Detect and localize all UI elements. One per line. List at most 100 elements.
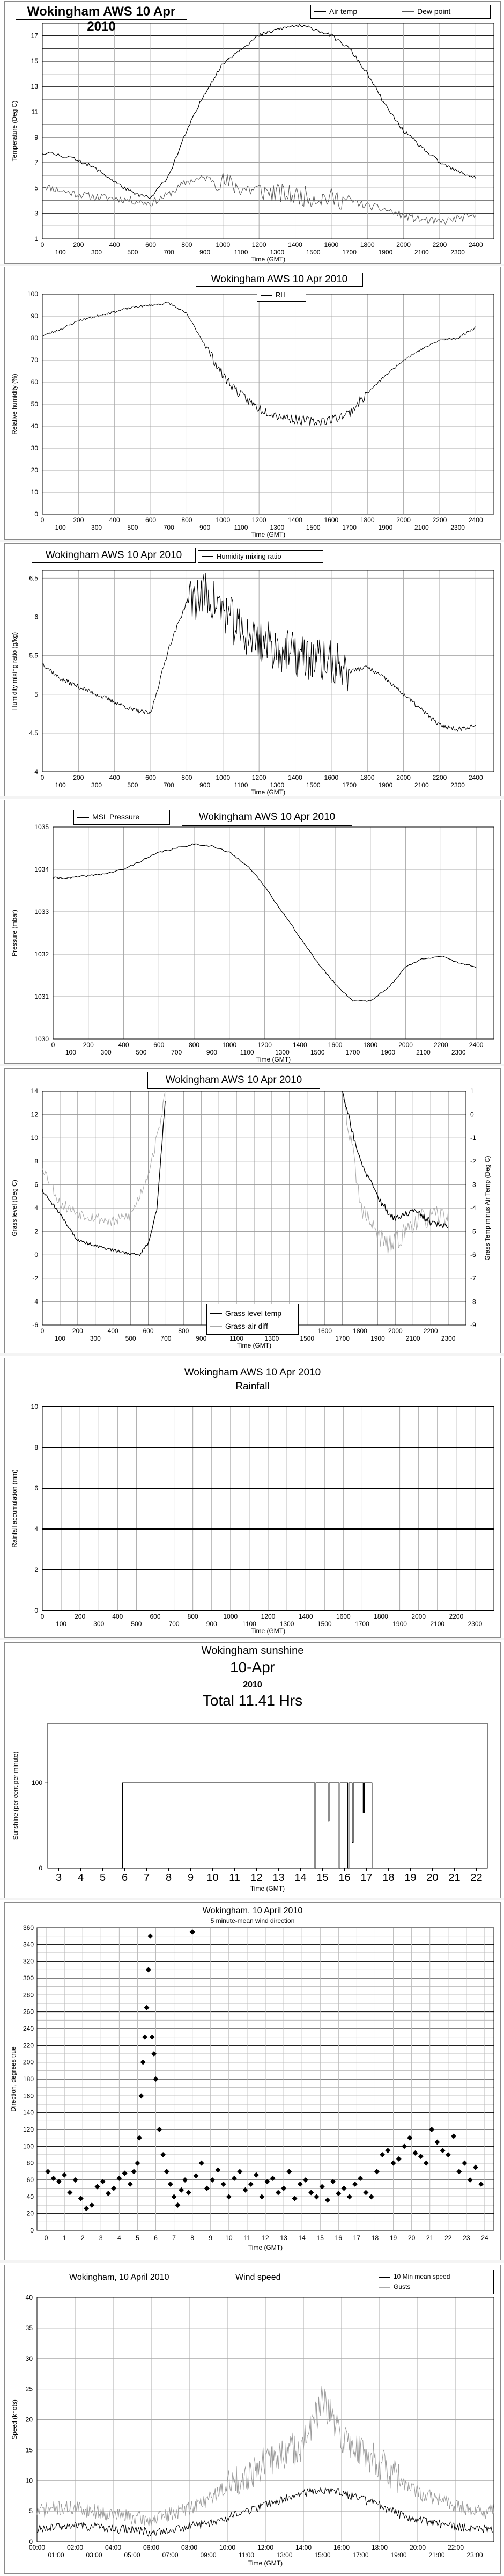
scatter-point bbox=[94, 2184, 100, 2190]
y-tick-label: 40 bbox=[31, 422, 39, 430]
y2-tick-label: -1 bbox=[470, 1134, 476, 1141]
x-tick-label: 1400 bbox=[288, 241, 302, 248]
x-tick-label: 1300 bbox=[265, 1335, 279, 1342]
sunshine-chart-title: Wokingham sunshine bbox=[201, 1645, 304, 1657]
x-tick-label: 1900 bbox=[379, 524, 393, 531]
y-tick-label: 80 bbox=[31, 334, 39, 342]
x-tick-label: 100 bbox=[55, 1335, 65, 1342]
scatter-point bbox=[456, 2169, 462, 2175]
x-tick-label: 900 bbox=[199, 524, 210, 531]
series-line-mean-speed bbox=[36, 2487, 493, 2537]
x-tick-label: 2200 bbox=[433, 516, 447, 524]
x-tick-label: 2100 bbox=[416, 1049, 431, 1056]
x-tick-label: 1400 bbox=[288, 516, 302, 524]
rh-legend: RH bbox=[257, 289, 306, 302]
wind-direction-chart-title: Wokingham, 10 April 2010 bbox=[202, 1906, 303, 1915]
scatter-point bbox=[264, 2179, 270, 2185]
scatter-point bbox=[151, 2051, 157, 2057]
x-tick-label: 900 bbox=[196, 1335, 206, 1342]
x-tick-label: 1100 bbox=[242, 1620, 256, 1628]
x-tick-label: 8 bbox=[166, 1872, 172, 1884]
scatter-point bbox=[232, 2175, 238, 2181]
y-tick-label: 30 bbox=[31, 444, 39, 452]
x-tick-label: 400 bbox=[109, 241, 120, 248]
x-tick-label: 19 bbox=[390, 2234, 397, 2242]
x-tick-label: 1700 bbox=[355, 1620, 369, 1628]
x-axis-label: Time (GMT) bbox=[248, 2559, 283, 2567]
scatter-point bbox=[402, 2143, 407, 2149]
x-tick-label: 900 bbox=[199, 248, 210, 256]
x-tick-label: 500 bbox=[131, 1620, 142, 1628]
x-tick-label: 5 bbox=[136, 2234, 139, 2242]
x-tick-label: 9 bbox=[188, 1872, 194, 1884]
x-tick-label: 2400 bbox=[469, 1041, 484, 1049]
scatter-point bbox=[226, 2194, 232, 2200]
x-tick-label: 300 bbox=[93, 1620, 104, 1628]
scatter-point bbox=[319, 2184, 325, 2190]
x-tick-label: 1900 bbox=[379, 781, 393, 789]
rh-chart-panel: 0 10 20 30 40 50 60 70 80 90 100 0 200 400 600 800 1000 1… bbox=[4, 267, 501, 540]
scatter-point bbox=[330, 2179, 336, 2185]
scatter-point bbox=[72, 2177, 78, 2183]
y-tick-label: 0 bbox=[34, 510, 38, 518]
x-tick-label: 20:00 bbox=[410, 2544, 426, 2551]
sunshine-chart-panel: 0 100 3 4 5 6 7 8 9 10 11 12 13 14 15 16 17 18 19 20 21 22 Tim… bbox=[4, 1642, 501, 1898]
x-tick-label: 1200 bbox=[252, 774, 266, 781]
scatter-point bbox=[78, 2196, 84, 2201]
y2-tick-label: -5 bbox=[470, 1228, 476, 1235]
panel-separator bbox=[0, 1064, 504, 1066]
scatter-point bbox=[352, 2181, 358, 2187]
x-tick-label: 14 bbox=[298, 2234, 306, 2242]
x-tick-label: 15 bbox=[316, 1872, 328, 1884]
y-tick-label: 8 bbox=[34, 1158, 38, 1165]
x-tick-label: 600 bbox=[145, 241, 156, 248]
x-tick-label: 900 bbox=[206, 1049, 217, 1056]
x-tick-label: 0 bbox=[41, 241, 45, 248]
scatter-point bbox=[179, 2187, 184, 2193]
scatter-point bbox=[210, 2177, 216, 2183]
scatter-point bbox=[204, 2185, 210, 2191]
legend-label-mean-speed: 10 Min mean speed bbox=[394, 2273, 450, 2280]
x-tick-label: 0 bbox=[41, 774, 45, 781]
scatter-point bbox=[67, 2190, 73, 2196]
y-tick-label: 17 bbox=[31, 32, 39, 40]
scatter-point bbox=[171, 2194, 177, 2200]
y-tick-label: -4 bbox=[32, 1298, 38, 1305]
x-tick-label: 400 bbox=[108, 1327, 118, 1335]
x-tick-label: 2200 bbox=[424, 1327, 438, 1335]
x-axis-label: Time (GMT) bbox=[251, 1627, 285, 1635]
x-tick-label: 300 bbox=[91, 781, 102, 789]
x-tick-label: 1200 bbox=[257, 1041, 272, 1049]
wind-speed-chart: 0 5 10 15 20 25 30 35 40 00:00 02:00 04:00 06:00 08:0… bbox=[11, 2294, 494, 2567]
y-tick-label: 15 bbox=[31, 57, 39, 65]
scatter-point bbox=[62, 2172, 68, 2178]
scatter-point bbox=[135, 2160, 140, 2166]
x-tick-label: 08:00 bbox=[181, 2544, 197, 2551]
sunshine-total-label: Total 11.41 Hrs bbox=[202, 1692, 303, 1709]
x-tick-label: 20 bbox=[426, 1872, 438, 1884]
series-line-dew-point bbox=[42, 173, 476, 225]
y-tick-label: 1031 bbox=[34, 993, 49, 1000]
x-tick-label: 18 bbox=[382, 1872, 394, 1884]
x-tick-label: 9 bbox=[209, 2234, 212, 2242]
scatter-point bbox=[308, 2190, 314, 2196]
x-tick-label: 700 bbox=[164, 248, 174, 256]
scatter-point bbox=[445, 2152, 451, 2157]
x-tick-label: 16 bbox=[338, 1872, 350, 1884]
y-tick-label: 240 bbox=[23, 2025, 34, 2032]
x-tick-label: 2000 bbox=[411, 1613, 426, 1620]
x-tick-label: 0 bbox=[41, 516, 45, 524]
legend-swatch-grass-air-diff bbox=[210, 1326, 222, 1327]
x-tick-label: 13 bbox=[280, 2234, 287, 2242]
x-axis-label: Time (GMT) bbox=[251, 255, 285, 263]
x-tick-label: 19 bbox=[404, 1872, 416, 1884]
y-tick-label: 10 bbox=[31, 1403, 39, 1410]
x-tick-label: 1000 bbox=[223, 1613, 238, 1620]
y2-tick-label: -7 bbox=[470, 1275, 476, 1282]
mixing-ratio-legend: Humidity mixing ratio bbox=[198, 550, 323, 563]
y-tick-label: 0 bbox=[29, 2538, 33, 2545]
y-axis-label: Grass level (Deg C) bbox=[11, 1180, 18, 1236]
x-tick-label: 1900 bbox=[392, 1620, 407, 1628]
